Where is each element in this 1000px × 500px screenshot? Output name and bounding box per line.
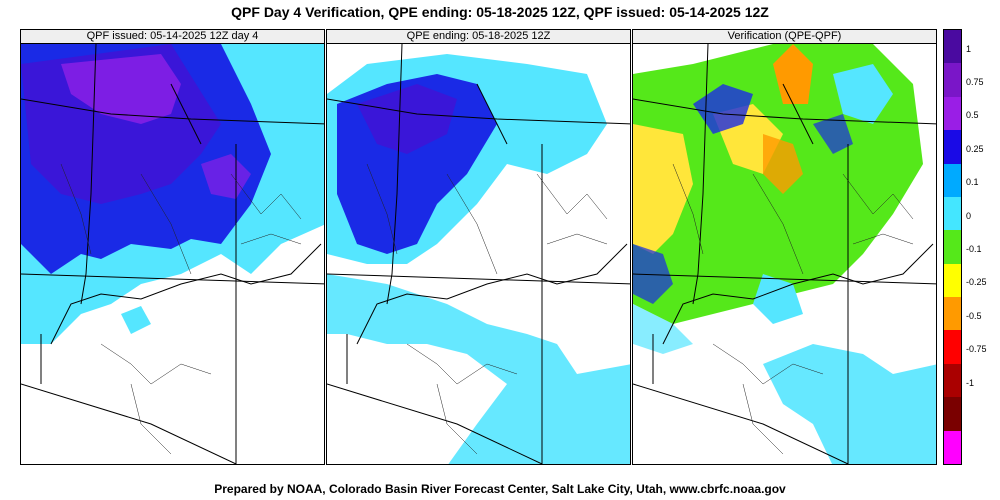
colorbar-label: -0.5 — [966, 311, 982, 321]
qpf-panel-label: QPF issued: 05-14-2025 12Z day 4 — [21, 30, 324, 44]
colorbar-segment — [944, 30, 961, 64]
qpe-panel-label: QPE ending: 05-18-2025 12Z — [327, 30, 630, 44]
colorbar-segment — [944, 363, 961, 398]
colorbar-label: 0.25 — [966, 144, 984, 154]
colorbar-segment — [944, 330, 961, 365]
qpe-panel: QPE ending: 05-18-2025 12Z — [326, 29, 631, 465]
verification-map — [633, 44, 936, 464]
qpf-map — [21, 44, 324, 464]
colorbar-label: -0.75 — [966, 344, 987, 354]
colorbar — [943, 29, 962, 465]
colorbar-label: 0.1 — [966, 177, 979, 187]
colorbar-segment — [944, 96, 961, 131]
qpf-panel: QPF issued: 05-14-2025 12Z day 4 — [20, 29, 325, 465]
colorbar-label: 1 — [966, 44, 972, 54]
colorbar-label: -0.1 — [966, 244, 982, 254]
colorbar-segment — [944, 130, 961, 165]
colorbar-segment — [944, 63, 961, 98]
colorbar-label: 0.5 — [966, 110, 979, 120]
verification-panel-label: Verification (QPE-QPF) — [633, 30, 936, 44]
colorbar-segment — [944, 397, 961, 432]
colorbar-label: -1 — [966, 378, 975, 388]
colorbar-segment — [944, 163, 961, 198]
qpe-map — [327, 44, 630, 464]
map-title: QPF Day 4 Verification, QPE ending: 05-1… — [231, 4, 769, 20]
colorbar-segment — [944, 297, 961, 331]
colorbar-label: -0.25 — [966, 277, 987, 287]
colorbar-segment — [944, 430, 961, 465]
colorbar-segment — [944, 230, 961, 265]
colorbar-label: 0.75 — [966, 77, 984, 87]
footer-credit: Prepared by NOAA, Colorado Basin River F… — [214, 482, 786, 496]
verification-panel: Verification (QPE-QPF) — [632, 29, 937, 465]
colorbar-segment — [944, 263, 961, 298]
colorbar-segment — [944, 196, 961, 231]
colorbar-label: 0 — [966, 211, 972, 221]
